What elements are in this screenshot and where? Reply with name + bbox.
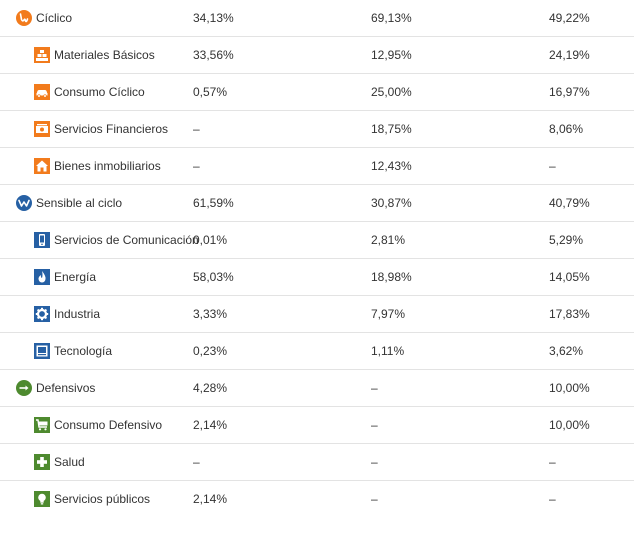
sensitive-icon [16, 195, 32, 211]
value-col3: 3,62% [549, 344, 584, 358]
value-col1: 33,56% [193, 48, 234, 62]
sector-row: Consumo Defensivo 2,14% – 10,00% [0, 407, 634, 444]
sector-label-text: Cíclico [36, 11, 73, 25]
sector-label-text: Consumo Cíclico [54, 85, 145, 99]
value-col1: 0,57% [193, 85, 228, 99]
value-col3: 49,22% [549, 11, 590, 25]
sector-label-text: Servicios Financieros [54, 122, 169, 136]
value-col1: – [193, 455, 200, 469]
value-col3: 10,00% [549, 381, 590, 395]
value-col2: 18,98% [371, 270, 412, 284]
sector-group-row: Cíclico 34,13% 69,13% 49,22% [0, 0, 634, 37]
sector-label: Defensivos [16, 370, 95, 406]
value-col1: 34,13% [193, 11, 234, 25]
value-col2: – [371, 455, 378, 469]
monitor-icon [34, 343, 50, 359]
sector-label: Bienes inmobiliarios [34, 148, 161, 184]
value-col3: 8,06% [549, 122, 584, 136]
sector-label-text: Defensivos [36, 381, 96, 395]
value-col3: 16,97% [549, 85, 590, 99]
value-col2: 12,95% [371, 48, 412, 62]
sector-label-text: Sensible al ciclo [36, 196, 123, 210]
sector-label-text: Energía [54, 270, 97, 284]
value-col3: – [549, 159, 556, 173]
value-col1: 0,01% [193, 233, 228, 247]
value-col2: 1,11% [371, 344, 405, 358]
value-col1: – [193, 122, 200, 136]
sector-label-text: Industria [54, 307, 101, 321]
value-col1: 58,03% [193, 270, 234, 284]
sector-label-text: Servicios de Comunicación [54, 233, 199, 247]
health-cross-icon [34, 454, 50, 470]
value-col3: – [549, 492, 556, 506]
flame-icon [34, 269, 50, 285]
value-col3: 10,00% [549, 418, 590, 432]
value-col2: – [371, 381, 378, 395]
sector-label-text: Bienes inmobiliarios [54, 159, 161, 173]
sector-row: Bienes inmobiliarios – 12,43% – [0, 148, 634, 185]
sector-table: Cíclico 34,13% 69,13% 49,22% Materiales … [0, 0, 634, 518]
sector-label: Servicios Financieros [34, 111, 168, 147]
sector-group-row: Defensivos 4,28% – 10,00% [0, 370, 634, 407]
value-col2: 7,97% [371, 307, 406, 321]
value-col3: 17,83% [549, 307, 590, 321]
sector-label: Sensible al ciclo [16, 185, 122, 221]
sector-row: Consumo Cíclico 0,57% 25,00% 16,97% [0, 74, 634, 111]
basic-materials-icon [34, 47, 50, 63]
value-col3: 24,19% [549, 48, 590, 62]
sector-label-text: Tecnología [54, 344, 113, 358]
sector-row: Tecnología 0,23% 1,11% 3,62% [0, 333, 634, 370]
sector-label: Tecnología [34, 333, 112, 369]
car-icon [34, 84, 50, 100]
sector-label-text: Materiales Básicos [54, 48, 155, 62]
cyclical-icon [16, 10, 32, 26]
value-col2: 12,43% [371, 159, 412, 173]
sector-label-text: Consumo Defensivo [54, 418, 163, 432]
value-col1: 61,59% [193, 196, 234, 210]
sector-label: Consumo Defensivo [34, 407, 162, 443]
value-col2: 18,75% [371, 122, 412, 136]
financial-icon [34, 121, 50, 137]
value-col1: 2,14% [193, 492, 228, 506]
sector-label: Cíclico [16, 0, 72, 36]
sector-label: Energía [34, 259, 96, 295]
value-col1: 0,23% [193, 344, 228, 358]
sector-label-text: Salud [54, 455, 85, 469]
gear-icon [34, 306, 50, 322]
cart-icon [34, 417, 50, 433]
defensive-icon [16, 380, 32, 396]
value-col2: 69,13% [371, 11, 412, 25]
value-col2: – [371, 492, 378, 506]
value-col1: 3,33% [193, 307, 228, 321]
sector-row: Servicios Financieros – 18,75% 8,06% [0, 111, 634, 148]
sector-row: Servicios públicos 2,14% – – [0, 481, 634, 518]
sector-row: Energía 58,03% 18,98% 14,05% [0, 259, 634, 296]
sector-row: Materiales Básicos 33,56% 12,95% 24,19% [0, 37, 634, 74]
sector-row: Industria 3,33% 7,97% 17,83% [0, 296, 634, 333]
sector-label: Materiales Básicos [34, 37, 155, 73]
value-col1: 4,28% [193, 381, 228, 395]
value-col3: 5,29% [549, 233, 584, 247]
value-col2: 30,87% [371, 196, 412, 210]
value-col3: 14,05% [549, 270, 590, 284]
bulb-icon [34, 491, 50, 507]
sector-row: Servicios de Comunicación 0,01% 2,81% 5,… [0, 222, 634, 259]
house-icon [34, 158, 50, 174]
value-col2: 25,00% [371, 85, 412, 99]
value-col3: – [549, 455, 556, 469]
sector-label: Servicios de Comunicación [34, 222, 199, 258]
sector-row: Salud – – – [0, 444, 634, 481]
sector-label-text: Servicios públicos [54, 492, 151, 506]
value-col1: – [193, 159, 200, 173]
sector-label: Industria [34, 296, 100, 332]
value-col3: 40,79% [549, 196, 590, 210]
sector-label: Consumo Cíclico [34, 74, 145, 110]
value-col1: 2,14% [193, 418, 228, 432]
sector-group-row: Sensible al ciclo 61,59% 30,87% 40,79% [0, 185, 634, 222]
value-col2: 2,81% [371, 233, 406, 247]
phone-icon [34, 232, 50, 248]
sector-label: Servicios públicos [34, 481, 150, 517]
sector-label: Salud [34, 444, 85, 480]
value-col2: – [371, 418, 378, 432]
